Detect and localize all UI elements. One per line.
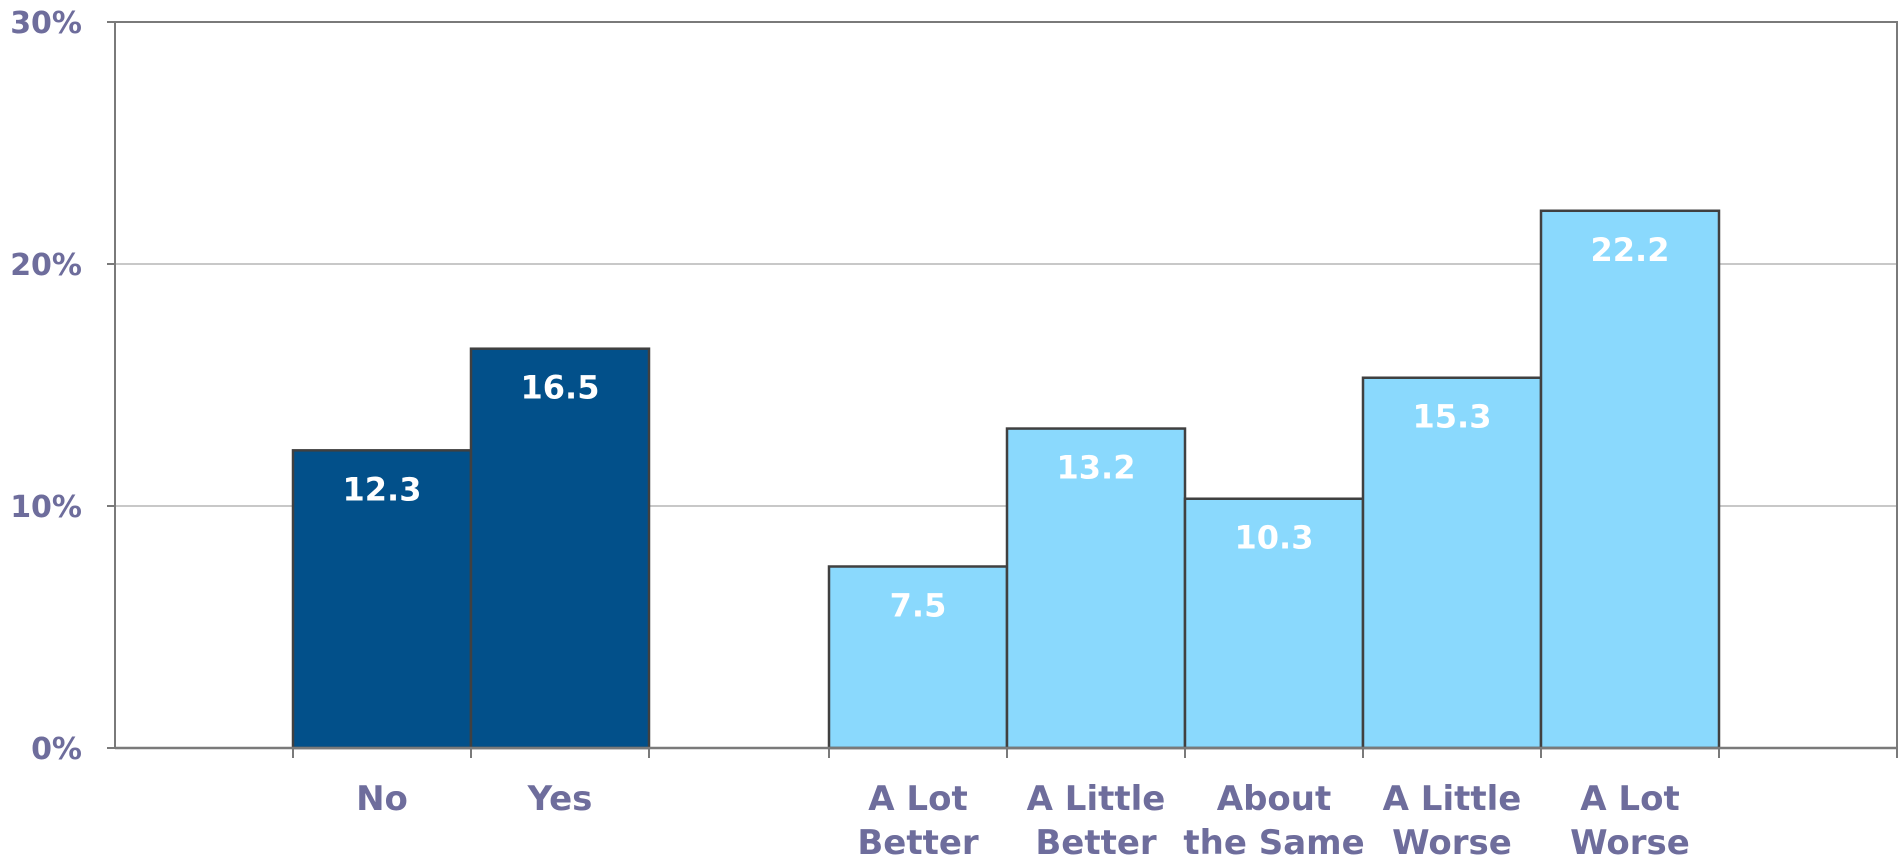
- bar: [1005, 427, 1187, 750]
- y-axis-ticks: 0% 10% 20% 30%: [10, 6, 115, 767]
- data-label: 12.3: [343, 470, 422, 508]
- data-label: 22.2: [1591, 231, 1670, 269]
- x-tick-label: A Little Worse: [1383, 779, 1522, 859]
- bars: [291, 209, 1721, 750]
- y-tick-label: 10%: [10, 490, 82, 525]
- plot-border: [114, 21, 1898, 748]
- x-tick-label: About the Same: [1183, 779, 1364, 859]
- x-tick-label: No: [356, 779, 408, 819]
- y-tick-label: 0%: [31, 732, 82, 767]
- x-tick-label: Yes: [527, 779, 593, 819]
- bar: [1183, 497, 1365, 750]
- y-tick-label: 20%: [10, 248, 82, 283]
- x-tick-label: A Lot Better: [857, 779, 979, 859]
- x-tick-label: A Little Better: [1027, 779, 1166, 859]
- x-tick-label: A Lot Worse: [1570, 779, 1690, 859]
- data-labels: 12.3 16.5 7.5 13.2 10.3 15.3 22.2: [343, 231, 1670, 625]
- bar: [1539, 209, 1721, 750]
- bar: [827, 565, 1009, 750]
- data-label: 15.3: [1413, 398, 1492, 436]
- y-tick-label: 30%: [10, 6, 82, 41]
- data-label: 16.5: [521, 369, 600, 407]
- data-label: 7.5: [890, 587, 947, 625]
- data-label: 13.2: [1057, 449, 1136, 487]
- bar: [469, 347, 651, 750]
- bar: [291, 449, 473, 750]
- data-label: 10.3: [1235, 519, 1314, 557]
